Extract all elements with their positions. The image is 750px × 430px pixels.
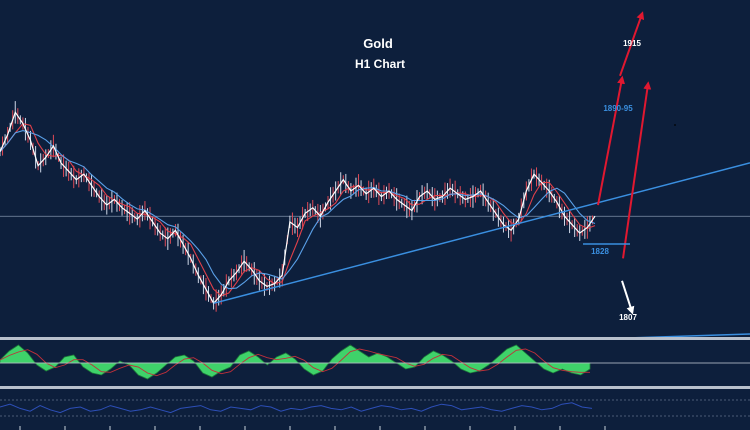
- label-1915: 1915: [623, 39, 641, 48]
- label-1807: 1807: [619, 313, 637, 322]
- projection-arrows-group: [597, 11, 652, 315]
- oscillator-area: [0, 344, 591, 380]
- chart-title: Gold: [363, 36, 393, 51]
- moving-average-fast: [0, 122, 596, 297]
- momentum-panel: [0, 399, 750, 430]
- moving-average-slow: [0, 130, 596, 290]
- oscillator-signal-line: [0, 348, 590, 377]
- label-1890-95: 1890-95: [603, 104, 633, 113]
- oscillator-panel: [0, 344, 750, 380]
- momentum-line: [0, 402, 593, 414]
- projection-arrow-up: [619, 11, 645, 77]
- trendline: [213, 162, 750, 305]
- chart-subtitle: H1 Chart: [355, 57, 405, 71]
- price-line: [0, 110, 596, 305]
- projection-arrow-up: [622, 81, 652, 259]
- panel-divider-bottom: [0, 386, 750, 389]
- price-line-group: [0, 110, 596, 305]
- projection-arrow-up: [597, 75, 625, 206]
- label-1828: 1828: [591, 247, 609, 256]
- projection-arrow-down: [621, 280, 635, 315]
- moving-averages-group: [0, 122, 596, 297]
- stray-dot: [674, 124, 676, 126]
- panel-divider-top: [0, 337, 750, 340]
